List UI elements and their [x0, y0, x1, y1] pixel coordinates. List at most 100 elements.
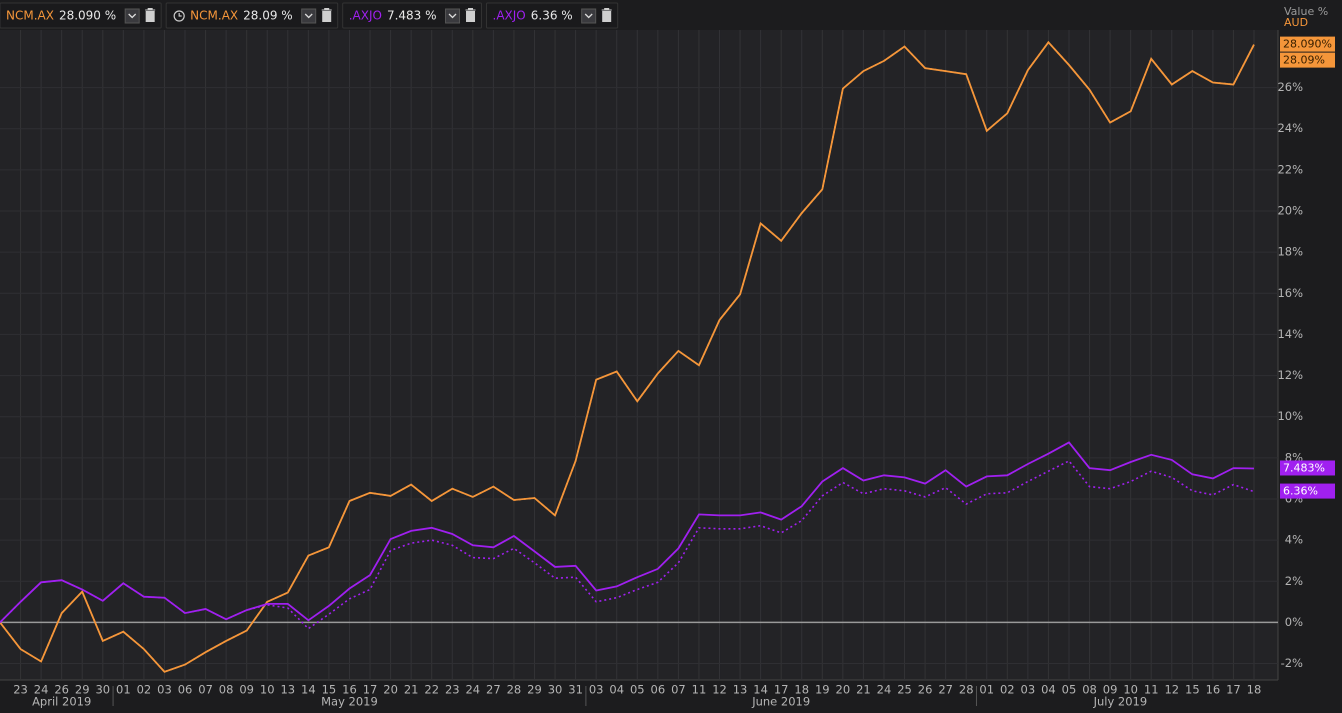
x-tick-label: 02 — [1000, 683, 1015, 697]
x-tick-label: 03 — [589, 683, 604, 697]
x-tick-label: 20 — [836, 683, 851, 697]
legend-value: 28.09 % — [243, 9, 293, 23]
dropdown-arrow — [128, 13, 137, 19]
value-tag-label: 28.09% — [1283, 54, 1325, 67]
legend-name: .AXJO — [493, 9, 526, 23]
y-tick-label: 16% — [1277, 286, 1303, 300]
currency: AUD — [1284, 16, 1308, 29]
y-tick-label: 10% — [1277, 409, 1303, 423]
x-tick-label: 03 — [157, 683, 172, 697]
value-tag — [1280, 460, 1335, 476]
x-tick-label: 21 — [404, 683, 419, 697]
x-tick-label: 24 — [465, 683, 480, 697]
y-tick-label: 12% — [1277, 368, 1303, 382]
legend-item: .AXJO 7.483 % — [342, 2, 483, 29]
x-tick-label: 28 — [507, 683, 522, 697]
y-tick-label: 2% — [1285, 574, 1303, 588]
legend-value: 7.483 % — [387, 9, 437, 23]
x-tick-label: 01 — [979, 683, 994, 697]
month-label: April 2019 — [32, 695, 91, 709]
x-tick-label: 14 — [753, 683, 768, 697]
x-tick-label: 11 — [692, 683, 707, 697]
x-tick-label: 27 — [938, 683, 953, 697]
dropdown[interactable] — [445, 8, 461, 24]
clock-icon — [178, 13, 182, 17]
x-tick-label: 09 — [1103, 683, 1118, 697]
x-tick-label: 04 — [1041, 683, 1056, 697]
x-tick-label: 24 — [877, 683, 892, 697]
value-tag-label: 7.483% — [1283, 461, 1325, 474]
x-tick-label: 12 — [1164, 683, 1179, 697]
value-tag-label: 28.090% — [1283, 38, 1332, 51]
month-label: July 2019 — [1093, 695, 1148, 709]
y-tick-label: 20% — [1277, 204, 1303, 218]
series-line — [0, 40, 1255, 673]
dropdown[interactable] — [301, 8, 317, 24]
x-tick-label: 18 — [1247, 683, 1262, 697]
x-tick-label: 17 — [774, 683, 789, 697]
x-tick-label: 22 — [424, 683, 439, 697]
x-tick-label: 02 — [137, 683, 152, 697]
plot-area — [0, 30, 1278, 680]
x-tick-label: 14 — [301, 683, 316, 697]
x-tick-label: 20 — [383, 683, 398, 697]
x-tick-label: 15 — [1185, 683, 1200, 697]
x-tick-label: 31 — [568, 683, 583, 697]
x-tick-label: 18 — [794, 683, 809, 697]
trash-icon[interactable] — [465, 8, 476, 22]
x-tick-label: 26 — [918, 683, 933, 697]
legend-value: 28.090 % — [59, 9, 116, 23]
legend-name: NCM.AX — [190, 9, 238, 23]
trash-icon[interactable] — [601, 8, 612, 22]
x-tick-label: 07 — [671, 683, 686, 697]
x-tick-label: 15 — [322, 683, 337, 697]
legend-value: 6.36 % — [531, 9, 573, 23]
x-tick-label: 13 — [280, 683, 295, 697]
x-tick-label: 06 — [651, 683, 666, 697]
x-tick-label: 26 — [54, 683, 69, 697]
x-tick-label: 29 — [75, 683, 90, 697]
legend-box — [165, 2, 339, 29]
dropdown[interactable] — [581, 8, 597, 24]
dropdown[interactable] — [124, 8, 140, 24]
x-tick-label: 04 — [609, 683, 624, 697]
x-tick-label: 11 — [1144, 683, 1159, 697]
x-tick-label: 08 — [219, 683, 234, 697]
axis-title: Value % — [1284, 5, 1328, 18]
x-tick-label: 30 — [95, 683, 110, 697]
month-label: June 2019 — [751, 695, 810, 709]
legend-name: .AXJO — [349, 9, 382, 23]
x-tick-label: 21 — [856, 683, 871, 697]
value-tag — [1280, 36, 1335, 52]
y-tick-label: 0% — [1285, 615, 1303, 629]
x-tick-label: 19 — [815, 683, 830, 697]
series-line — [0, 441, 1255, 624]
x-tick-label: 06 — [178, 683, 193, 697]
value-tag — [1280, 52, 1335, 68]
legend-item: NCM.AX 28.090 % — [0, 2, 162, 29]
trash-icon[interactable] — [321, 8, 332, 22]
y-tick-label: 4% — [1285, 533, 1303, 547]
x-tick-label: 24 — [34, 683, 49, 697]
x-tick-label: 10 — [260, 683, 275, 697]
x-tick-label: 01 — [116, 683, 131, 697]
y-tick-label: 18% — [1277, 245, 1303, 259]
legend-item: NCM.AX 28.09 % — [165, 2, 339, 29]
x-tick-label: 09 — [239, 683, 254, 697]
x-tick-label: 08 — [1082, 683, 1097, 697]
value-tag — [1280, 483, 1335, 499]
y-tick-label: -2% — [1281, 656, 1303, 670]
x-tick-label: 03 — [1021, 683, 1036, 697]
trash-icon[interactable] — [145, 8, 156, 22]
dropdown-arrow — [448, 13, 457, 19]
x-tick-label: 29 — [527, 683, 542, 697]
x-tick-label: 10 — [1123, 683, 1138, 697]
x-tick-label: 05 — [1062, 683, 1077, 697]
x-tick-label: 07 — [198, 683, 213, 697]
x-tick-label: 23 — [13, 683, 28, 697]
legend-name: NCM.AX — [6, 9, 54, 23]
x-tick-label: 17 — [363, 683, 378, 697]
legend-item: .AXJO 6.36 % — [486, 2, 619, 29]
